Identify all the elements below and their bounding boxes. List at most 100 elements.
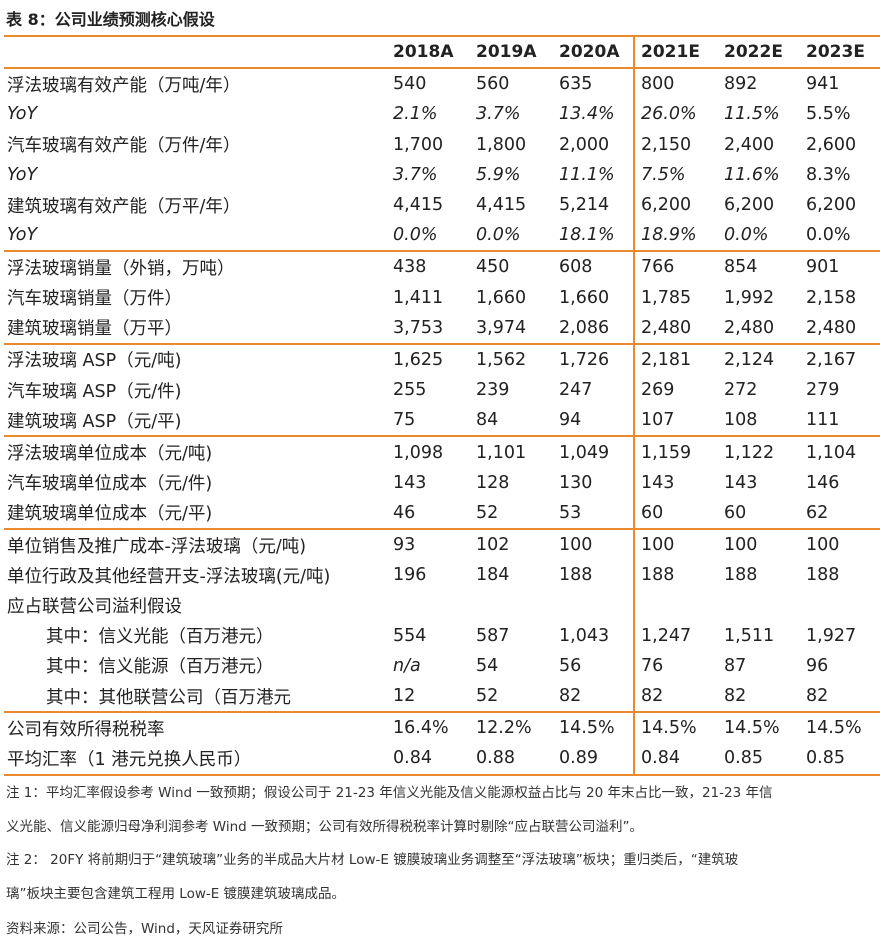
value-cell: 239: [476, 380, 510, 401]
value-cell: 143: [393, 472, 427, 493]
table-title: 表 8：公司业绩预测核心假设: [6, 10, 215, 29]
value-cell: 269: [633, 375, 718, 406]
value-cell: 1,159: [633, 435, 718, 468]
value-cell: 2,158: [806, 287, 857, 308]
value-cell: 2,480: [806, 317, 857, 338]
value-cell: 1,700: [393, 134, 444, 155]
column-header: 2023E: [806, 42, 865, 63]
value-cell: 52: [476, 502, 499, 523]
note-2-line-1: 注 2： 20FY 将前期归于“建筑玻璃”业务的半成品大片材 Low-E 镀膜玻…: [6, 852, 739, 868]
value-cell: 84: [476, 410, 499, 431]
value-cell: 1,562: [470, 342, 553, 376]
table-row: 其中：信义能源（百万港元） n/a 54 56 76 87 96: [4, 650, 880, 681]
value-cell: 6,200: [806, 195, 857, 216]
row-label: YoY: [7, 164, 38, 185]
table-row: 浮法玻璃销量（外销，万吨） 438 450 608 766 854 901: [4, 250, 880, 283]
table-row: 建筑玻璃有效产能（万平/年） 4,415 4,415 5,214 6,200 6,200 6…: [4, 189, 880, 221]
value-cell: 14.5%: [553, 711, 634, 744]
value-cell: 196: [393, 565, 427, 586]
value-cell: 2,480: [724, 317, 775, 338]
bottom-rule-row: [4, 773, 880, 777]
header-row: 2018A 2019A 2020A 2021E 2022E 2023E: [4, 37, 880, 69]
value-cell: 75: [393, 410, 416, 431]
value-cell: 16.4%: [387, 711, 470, 744]
row-label: 公司有效所得税税率: [4, 711, 387, 744]
value-cell: 96: [806, 655, 829, 676]
assumptions-table: 2018A 2019A 2020A 2021E 2022E 2023E 浮法玻璃…: [4, 37, 880, 777]
table-row: 汽车玻璃有效产能（万件/年） 1,700 1,800 2,000 2,150 2,400 2…: [4, 129, 880, 160]
row-label: 应占联营公司溢利假设: [7, 596, 182, 617]
value-cell: 2,124: [718, 342, 800, 376]
note-2-line-2: 璃”板块主要包含建筑工程用 Low-E 镀膜建筑玻璃成品。: [6, 886, 346, 902]
value-cell: 2,150: [633, 129, 718, 160]
value-cell: 60: [633, 497, 718, 529]
table-row: 浮法玻璃有效产能（万吨/年） 540 560 635 800 892 941: [4, 67, 880, 100]
value-cell: 8.3%: [806, 164, 851, 185]
row-label: 其中：信义光能（百万港元）: [46, 627, 274, 648]
value-cell: 56: [559, 655, 582, 676]
value-cell: 2,086: [559, 317, 610, 338]
value-cell: 5,214: [559, 195, 610, 216]
value-cell: 0.0%: [393, 225, 438, 246]
value-cell: 540: [387, 67, 470, 100]
value-cell: 52: [476, 686, 499, 707]
value-cell: 892: [718, 67, 800, 100]
value-cell: 12: [393, 686, 416, 707]
value-cell: 5.9%: [476, 164, 521, 185]
table-row: YoY 0.0% 0.0% 18.1% 18.9% 0.0% 0.0%: [4, 220, 880, 252]
value-cell: 100: [633, 527, 718, 561]
value-cell: 18.1%: [559, 225, 615, 246]
value-cell: 6,200: [724, 195, 775, 216]
column-header: 2021E: [633, 37, 718, 69]
value-cell: 146: [806, 472, 840, 493]
value-cell: 1,511: [724, 625, 775, 646]
value-cell: 450: [470, 250, 553, 283]
row-label: 汽车玻璃销量（万件）: [7, 289, 182, 310]
value-cell: 102: [470, 527, 553, 561]
row-label: 其中：其他联营公司（百万港元: [46, 687, 291, 708]
value-cell: 1,247: [633, 620, 718, 651]
value-cell: [553, 590, 634, 620]
row-label: 浮法玻璃有效产能（万吨/年）: [4, 67, 387, 100]
value-cell: 1,992: [724, 287, 775, 308]
value-cell: 1,785: [633, 282, 718, 313]
value-cell: 130: [559, 472, 593, 493]
value-cell: 0.89: [559, 748, 598, 769]
value-cell: 14.5%: [633, 711, 718, 744]
value-cell: 854: [718, 250, 800, 283]
table-row: 单位行政及其他经营开支-浮法玻璃(元/吨) 196 184 188 188 188 188: [4, 560, 880, 591]
value-cell: 111: [806, 410, 840, 431]
value-cell: 3,753: [393, 317, 444, 338]
value-cell: 100: [553, 527, 634, 561]
value-cell: 46: [393, 502, 416, 523]
value-cell: 82: [633, 680, 718, 713]
row-label: 单位行政及其他经营开支-浮法玻璃(元/吨): [7, 566, 331, 587]
value-cell: 1,625: [387, 342, 470, 376]
value-cell: 53: [559, 502, 582, 523]
value-cell: 5.5%: [806, 104, 851, 125]
header-top-rule: [4, 35, 880, 37]
value-cell: [800, 590, 880, 620]
value-cell: 128: [476, 472, 510, 493]
value-cell: 1,098: [387, 435, 470, 468]
row-label: 浮法玻璃 ASP（元/吨): [4, 342, 387, 376]
table-row: YoY 3.7% 5.9% 11.1% 7.5% 11.6% 8.3%: [4, 159, 880, 190]
value-cell: 108: [724, 410, 758, 431]
column-header: 2019A: [476, 42, 537, 63]
value-cell: 3.7%: [393, 164, 438, 185]
value-cell: 587: [476, 625, 510, 646]
note-1-line-1: 注 1：平均汇率假设参考 Wind 一致预期；假设公司于 21-23 年信义光能…: [6, 785, 773, 801]
value-cell: 0.85: [724, 748, 763, 769]
value-cell: n/a: [393, 655, 421, 676]
value-cell: 100: [800, 527, 880, 561]
row-label: YoY: [7, 104, 38, 125]
value-cell: 26.0%: [633, 99, 718, 130]
value-cell: 1,800: [476, 134, 527, 155]
value-cell: 2,400: [724, 134, 775, 155]
value-cell: 76: [633, 650, 718, 681]
note-1-line-2: 义光能、信义能源归母净利润参考 Wind 一致预期；公司有效所得税税率计算时剔除…: [6, 819, 643, 835]
value-cell: 107: [633, 405, 718, 437]
row-label: 平均汇率（1 港元兑换人民币）: [7, 749, 252, 770]
value-cell: 1,927: [806, 625, 857, 646]
value-cell: [470, 590, 553, 620]
